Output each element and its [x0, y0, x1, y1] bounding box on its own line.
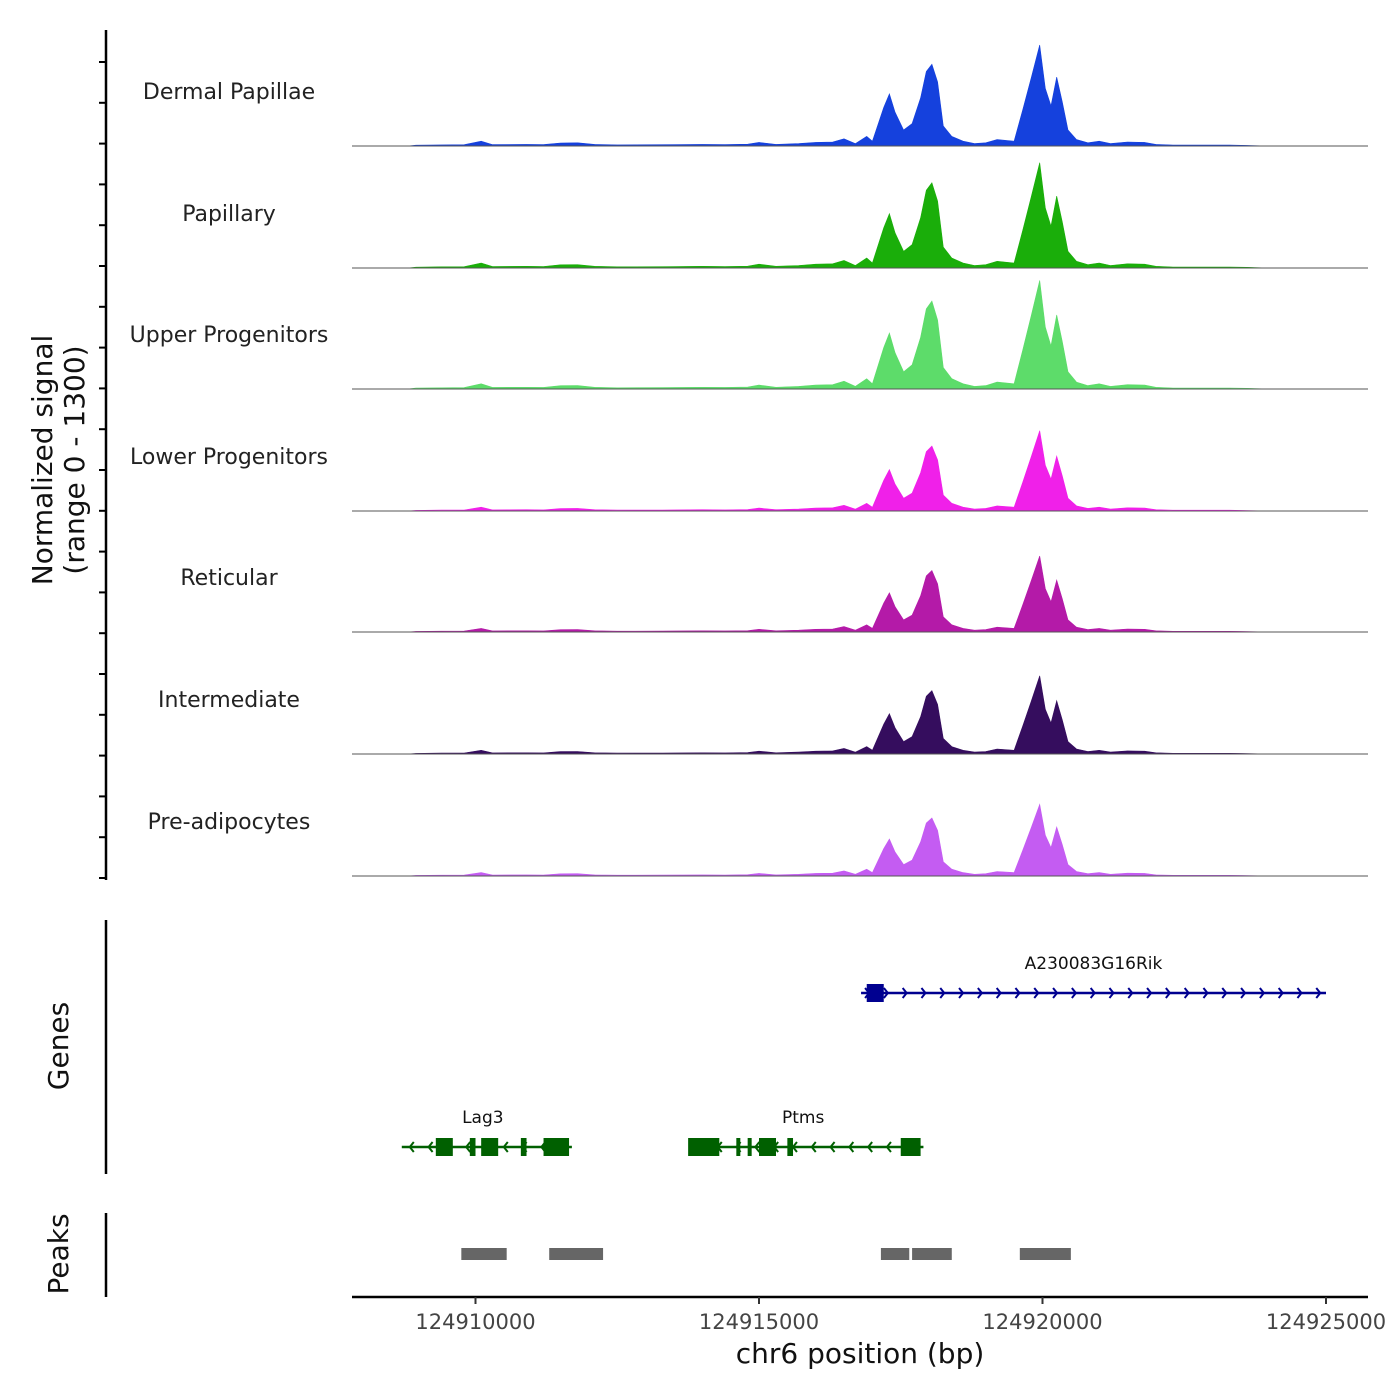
track-dermal-papillae: Dermal Papillae — [143, 44, 1368, 147]
track-papillary: Papillary — [182, 162, 1368, 269]
exon — [787, 1138, 794, 1156]
gene-label: Ptms — [782, 1108, 824, 1128]
exon — [866, 984, 884, 1002]
signal-area — [352, 803, 1368, 877]
track-reticular: Reticular — [180, 555, 1368, 633]
track-label: Lower Progenitors — [130, 445, 328, 470]
gene-lag3: Lag3 — [401, 1108, 572, 1156]
peak-region — [912, 1248, 952, 1260]
exon — [469, 1138, 476, 1156]
peak-region — [880, 1248, 910, 1260]
strand-arrow — [848, 1141, 855, 1153]
strand-arrow — [829, 1141, 836, 1153]
coverage-tracks: Dermal Papillae Papillary Upper Progenitor… — [130, 44, 1368, 877]
gene-label: A230083G16Rik — [1025, 954, 1163, 974]
signal-area — [352, 44, 1368, 147]
peaks-track — [461, 1248, 1071, 1260]
track-label: Reticular — [180, 566, 278, 591]
strand-arrow — [1108, 987, 1115, 999]
axes: 124910000 124915000 124920000 124925000 — [99, 30, 1386, 1334]
strand-arrow — [1183, 987, 1190, 999]
peak-region — [549, 1248, 604, 1260]
track-lower-progenitors: Lower Progenitors — [130, 430, 1368, 512]
genes-track: A230083G16Rik Lag3 Ptms — [401, 954, 1326, 1156]
track-upper-progenitors: Upper Progenitors — [130, 280, 1368, 390]
exon — [481, 1138, 499, 1156]
strand-arrow — [1315, 987, 1322, 999]
strand-arrow — [1277, 987, 1284, 999]
y-axis-title: Normalized signal — [26, 335, 59, 586]
strand-arrow — [920, 987, 927, 999]
signal-area — [352, 430, 1368, 512]
peak-region — [1019, 1248, 1071, 1260]
exon — [688, 1138, 720, 1156]
exon — [736, 1138, 741, 1156]
strand-arrow — [1165, 987, 1172, 999]
strand-arrow — [885, 1141, 892, 1153]
exon — [543, 1138, 570, 1156]
track-label: Papillary — [182, 202, 276, 227]
x-tick-label: 124910000 — [415, 1310, 535, 1334]
exon — [435, 1138, 453, 1156]
signal-area — [352, 555, 1368, 633]
strand-arrow — [939, 987, 946, 999]
track-pre-adipocytes: Pre-adipocytes — [148, 803, 1368, 877]
strand-arrow — [883, 987, 890, 999]
strand-arrow — [958, 987, 965, 999]
signal-area — [352, 675, 1368, 755]
x-axis-title: chr6 position (bp) — [736, 1337, 985, 1370]
track-label: Upper Progenitors — [130, 323, 329, 348]
strand-arrow — [464, 1141, 471, 1153]
x-tick-label: 124925000 — [1266, 1310, 1386, 1334]
genes-axis-title: Genes — [42, 1002, 75, 1090]
y-axis-range: (range 0 - 1300) — [58, 345, 91, 574]
strand-arrow — [901, 987, 908, 999]
strand-arrow — [1259, 987, 1266, 999]
strand-arrow — [1240, 987, 1247, 999]
track-label: Dermal Papillae — [143, 80, 315, 105]
strand-arrow — [1033, 987, 1040, 999]
gene-label: Lag3 — [462, 1108, 504, 1128]
peak-region — [461, 1248, 507, 1260]
exon — [520, 1138, 527, 1156]
strand-arrow — [408, 1141, 415, 1153]
strand-arrow — [995, 987, 1002, 999]
strand-arrow — [502, 1141, 509, 1153]
strand-arrow — [810, 1141, 817, 1153]
peaks-axis-title: Peaks — [42, 1213, 75, 1294]
strand-arrow — [1221, 987, 1228, 999]
gene-a230083g16rik: A230083G16Rik — [861, 954, 1326, 1002]
track-label: Pre-adipocytes — [148, 810, 311, 835]
strand-arrow — [1146, 987, 1153, 999]
track-label: Intermediate — [158, 688, 300, 713]
strand-arrow — [977, 987, 984, 999]
x-tick-label: 124915000 — [699, 1310, 819, 1334]
exon — [747, 1138, 752, 1156]
strand-arrow — [1202, 987, 1209, 999]
x-tick-label: 124920000 — [982, 1310, 1102, 1334]
strand-arrow — [754, 1141, 761, 1153]
exon — [759, 1138, 777, 1156]
strand-arrow — [1296, 987, 1303, 999]
signal-area — [352, 280, 1368, 390]
strand-arrow — [866, 1141, 873, 1153]
strand-arrow — [1052, 987, 1059, 999]
exon — [900, 1138, 921, 1156]
track-intermediate: Intermediate — [158, 675, 1368, 755]
strand-arrow — [1089, 987, 1096, 999]
signal-area — [352, 162, 1368, 269]
strand-arrow — [1014, 987, 1021, 999]
strand-arrow — [427, 1141, 434, 1153]
strand-arrow — [1071, 987, 1078, 999]
gene-ptms: Ptms — [688, 1108, 924, 1156]
strand-arrow — [1127, 987, 1134, 999]
